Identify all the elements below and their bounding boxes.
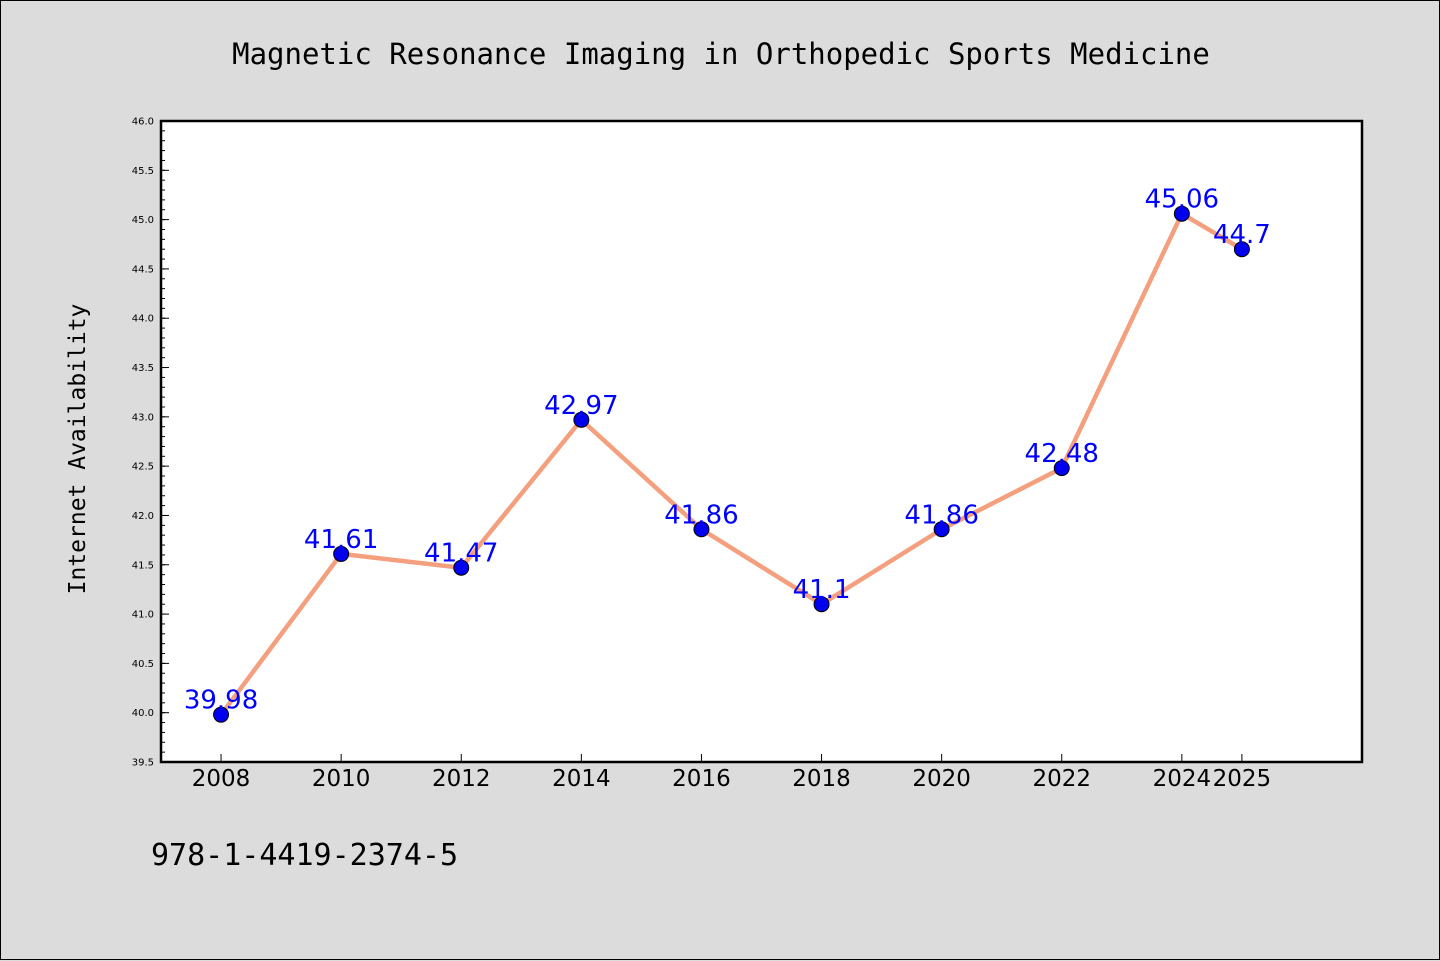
data-point: [333, 545, 350, 562]
data-labels-group: 39.98 41.61 41.47 42.97 41.86 41.1 41.86 42.48 4…: [184, 185, 1271, 716]
data-point: [1173, 205, 1190, 222]
y-axis-label: Internet Availability: [65, 304, 91, 595]
y-tick-label: 41.0: [132, 610, 154, 621]
y-tick-label: 42.0: [132, 511, 154, 522]
y-tick-label: 42.5: [132, 462, 154, 473]
data-label: 41.86: [664, 500, 738, 530]
x-tick-label: 2018: [792, 766, 851, 792]
data-label: 44.7: [1213, 220, 1271, 250]
chart-title: Magnetic Resonance Imaging in Orthopedic…: [232, 37, 1210, 71]
y-tick-label: 41.5: [132, 560, 154, 571]
series-line: [218, 211, 1245, 717]
data-label: 45.06: [1145, 185, 1219, 215]
y-tick-label: 45.5: [132, 166, 154, 177]
data-label: 41.47: [424, 539, 498, 569]
data-label: 42.48: [1025, 439, 1099, 469]
y-tick-label: 43.0: [132, 412, 154, 423]
axis-ticks: 39.5 40.0 40.5 41.0 41.5 42.0 42.5 43.0 43.5 44.0…: [132, 117, 1271, 793]
x-tick-label: 2012: [432, 766, 491, 792]
x-tick-label: 2014: [552, 766, 611, 792]
x-tick-label: 2020: [912, 766, 971, 792]
series-line-group: [213, 205, 1250, 723]
y-tick-label: 44.0: [132, 314, 154, 325]
y-tick-label: 46.0: [132, 117, 154, 128]
plot-frame: [159, 119, 1364, 764]
data-point: [813, 596, 830, 613]
data-point: [1053, 460, 1070, 477]
data-point: [933, 521, 950, 538]
data-point: [453, 559, 470, 576]
y-tick-label: 39.5: [132, 758, 154, 769]
data-label: 39.98: [184, 686, 258, 716]
y-tick-label: 40.5: [132, 659, 154, 670]
data-label: 42.97: [544, 391, 618, 421]
y-tick-label: 40.0: [132, 708, 154, 719]
data-point: [213, 706, 230, 723]
data-label: 41.61: [304, 525, 378, 555]
x-tick-label: 2016: [672, 766, 731, 792]
data-point: [693, 521, 710, 538]
data-label: 41.86: [904, 500, 978, 530]
y-tick-label: 43.5: [132, 363, 154, 374]
data-point: [573, 411, 590, 428]
x-tick-label: 2022: [1032, 766, 1091, 792]
x-tick-label: 2025: [1213, 766, 1272, 792]
x-tick-label: 2008: [192, 766, 251, 792]
data-label: 41.1: [793, 575, 851, 605]
x-tick-label: 2024: [1153, 766, 1212, 792]
plot-area: [161, 121, 1362, 762]
data-point: [1233, 241, 1250, 258]
footer-text: 978-1-4419-2374-5: [151, 838, 458, 873]
y-tick-label: 45.0: [132, 215, 154, 226]
y-tick-label: 44.5: [132, 264, 154, 275]
x-tick-label: 2010: [312, 766, 371, 792]
